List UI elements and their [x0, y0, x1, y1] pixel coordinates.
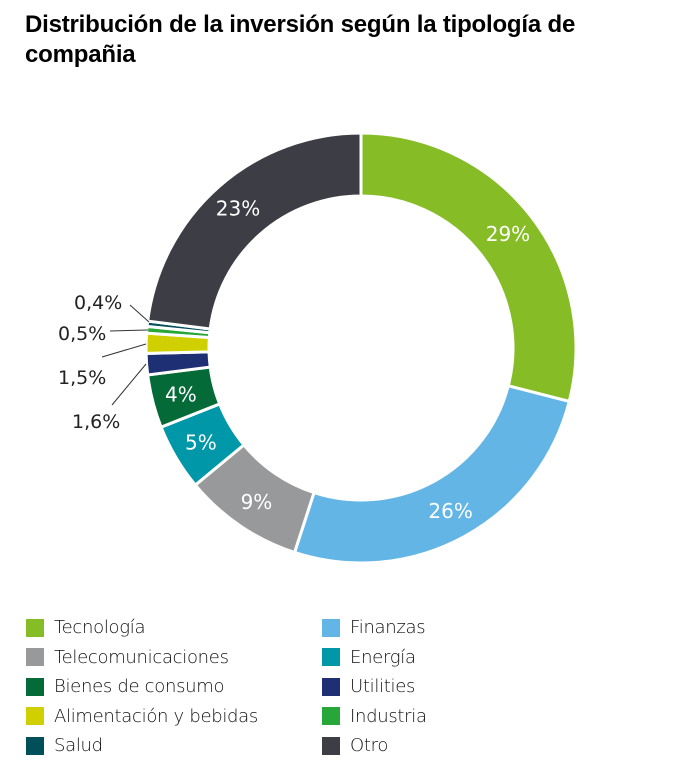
legend-swatch	[322, 648, 340, 667]
legend-item-utilities: Utilities	[322, 672, 622, 702]
legend-swatch	[322, 618, 340, 637]
legend-item-salud: Salud	[26, 731, 322, 761]
legend-label: Bienes de consumo	[54, 676, 225, 698]
data-label-energia: 5%	[185, 431, 217, 455]
leader-lines	[101, 304, 150, 406]
leader-line-utilities	[111, 363, 147, 406]
legend-label: Finanzas	[350, 617, 426, 639]
legend-label: Telecomunicaciones	[54, 646, 229, 668]
donut-chart: 29% 26% 9% 5% 4% 1,6% 1,5% 0,5% 0,4% 23%	[58, 131, 578, 565]
legend-item-energia: Energía	[322, 643, 622, 673]
legend-label: Energía	[350, 646, 416, 668]
legend-label: Alimentación y bebidas	[54, 705, 258, 727]
legend-swatch	[322, 677, 340, 696]
legend-label: Otro	[350, 735, 389, 757]
legend-label: Salud	[54, 735, 103, 757]
legend-item-finanzas: Finanzas	[322, 613, 622, 643]
leader-line-salud	[129, 304, 150, 323]
data-label-alimentacion-y-bebidas: 1,5%	[58, 367, 106, 389]
legend-swatch	[26, 736, 44, 755]
legend-item-alimentacion-y-bebidas: Alimentación y bebidas	[26, 702, 322, 732]
data-label-bienes-de-consumo: 4%	[165, 382, 197, 406]
leader-line-industria	[109, 329, 149, 332]
legend-item-tecnologia: Tecnología	[26, 613, 322, 643]
legend-swatch	[322, 736, 340, 755]
legend-label: Utilities	[350, 676, 416, 698]
legend-swatch	[322, 707, 340, 726]
legend-label: Industria	[350, 705, 427, 727]
legend-swatch	[26, 618, 44, 637]
legend: Tecnología Finanzas Telecomunicaciones Ener…	[26, 613, 666, 761]
slice-labels: 29% 26% 9% 5% 4% 1,6% 1,5% 0,5% 0,4% 23%	[58, 196, 530, 523]
donut-slices	[144, 131, 578, 565]
leader-line-alimentacion-y-bebidas	[101, 343, 147, 358]
legend-item-telecomunicaciones: Telecomunicaciones	[26, 643, 322, 673]
data-label-salud: 0,4%	[74, 292, 122, 314]
data-label-telecomunicaciones: 9%	[241, 490, 273, 514]
legend-item-industria: Industria	[322, 702, 622, 732]
legend-item-bienes-de-consumo: Bienes de consumo	[26, 672, 322, 702]
slice-otro	[146, 131, 363, 331]
legend-swatch	[26, 677, 44, 696]
legend-label: Tecnología	[54, 617, 146, 639]
data-label-otro: 23%	[216, 196, 260, 220]
slice-tecnologia	[359, 131, 578, 404]
legend-swatch	[26, 707, 44, 726]
data-label-tecnologia: 29%	[486, 222, 530, 246]
data-label-industria: 0,5%	[58, 323, 106, 345]
data-label-utilities: 1,6%	[72, 411, 120, 433]
slice-finanzas	[292, 383, 572, 565]
legend-swatch	[26, 648, 44, 667]
chart-title: Distribución de la inversión según la ti…	[25, 11, 576, 68]
data-label-finanzas: 26%	[428, 499, 472, 523]
legend-item-otro: Otro	[322, 731, 622, 761]
